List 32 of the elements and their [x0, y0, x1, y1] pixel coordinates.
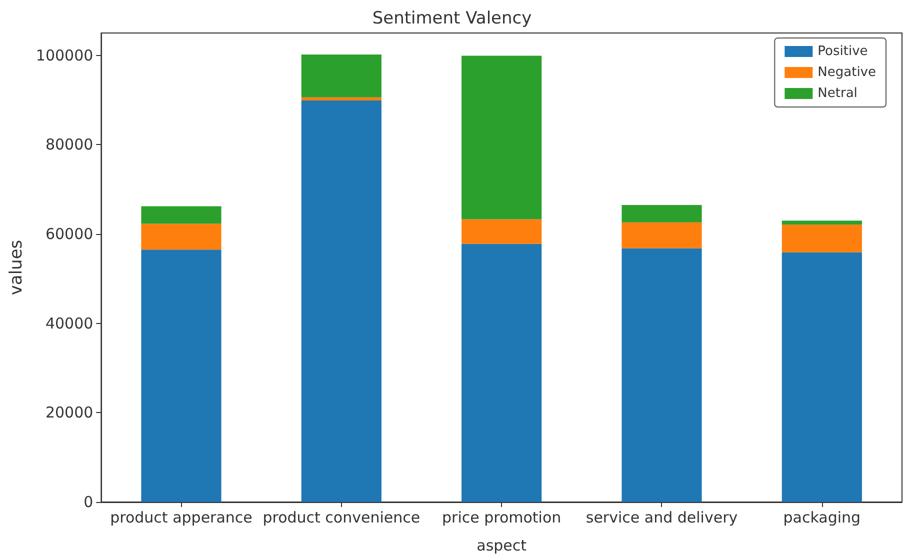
bar — [301, 97, 382, 100]
x-tick-label: price promotion — [442, 508, 562, 526]
legend-label: Positive — [818, 44, 868, 59]
bar — [141, 206, 222, 224]
y-tick-label: 40000 — [45, 314, 94, 332]
bar — [622, 248, 702, 502]
x-tick-label: service and delivery — [586, 508, 738, 526]
x-tick-label: product convenience — [262, 508, 420, 526]
bar — [622, 204, 702, 222]
legend-label: Netral — [818, 86, 858, 101]
bar — [782, 224, 862, 252]
chart-title: Sentiment Valency — [372, 8, 532, 28]
bar — [782, 252, 862, 502]
y-tick-label: 80000 — [45, 136, 94, 154]
x-tick-label: packaging — [783, 508, 861, 526]
y-tick-label: 60000 — [45, 225, 94, 243]
y-tick-label: 100000 — [36, 46, 94, 64]
bar — [141, 250, 222, 502]
bar — [141, 224, 222, 250]
bar — [301, 100, 382, 502]
bar — [462, 244, 542, 502]
bar — [301, 54, 382, 98]
bar — [782, 220, 862, 225]
legend-label: Negative — [818, 65, 876, 80]
x-axis-title: aspect — [476, 536, 527, 554]
y-tick-label: 20000 — [45, 404, 94, 422]
x-tick-label: product apperance — [110, 508, 252, 526]
y-tick-label: 0 — [84, 493, 94, 511]
bar — [462, 56, 542, 220]
bar — [462, 219, 542, 244]
bar — [622, 222, 702, 248]
y-axis-title: values — [6, 240, 26, 296]
